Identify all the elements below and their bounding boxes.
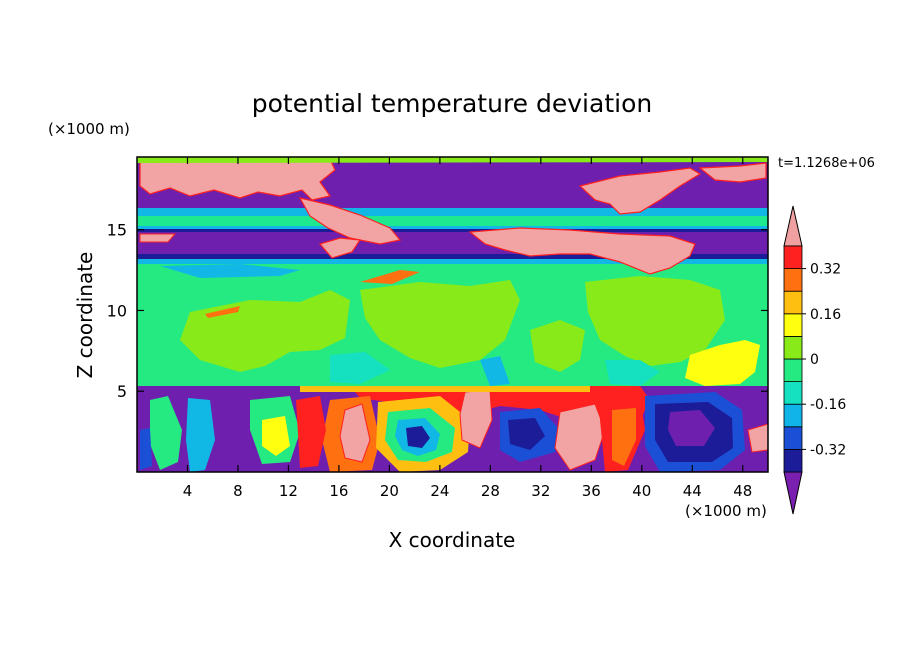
colorbar-label: 0.16 (810, 307, 841, 323)
conv-pink-left (339, 403, 371, 463)
x-tick-label: 16 (329, 482, 348, 500)
top-cloud-right-2 (698, 162, 767, 183)
x-tick-label: 48 (733, 482, 752, 500)
colorbar-swatch (783, 426, 803, 450)
conv-blue-eye (406, 426, 430, 448)
conv-green-left (150, 396, 182, 470)
colorbar-label: 0 (810, 352, 819, 368)
conv-yellow-mid (262, 416, 290, 456)
x-tick-label: 40 (632, 482, 651, 500)
cyan-notch (480, 356, 510, 386)
x-tick-label: 4 (183, 482, 193, 500)
mid-cloud-small (318, 237, 362, 259)
y-tick-label: 15 (107, 221, 127, 240)
cyan-upper-patch (160, 264, 300, 278)
conv-pink-edge (747, 423, 768, 453)
conv-blue-left (140, 428, 152, 470)
conv-navy-center (508, 418, 545, 450)
patch-lime-4 (530, 320, 585, 372)
layer-navy-strip (137, 254, 768, 260)
colorbar-extend-bottom (783, 471, 803, 515)
colorbar-swatch (783, 290, 803, 315)
colorbar-swatch (783, 268, 803, 292)
plot-area (137, 157, 768, 472)
colorbar: 0.32 0.16 0 -0.16 -0.32 (783, 205, 846, 515)
orange-dash-2 (360, 270, 420, 284)
patch-teal-left (330, 352, 390, 384)
x-tick-label: 36 (582, 482, 601, 500)
y-axis: 5 10 15 (107, 221, 768, 401)
conv-red-mid (296, 396, 326, 468)
layer-upper-green (137, 216, 768, 227)
colorbar-swatch (783, 403, 803, 428)
colorbar-swatch (783, 335, 803, 360)
colorbar-label: 0.32 (810, 262, 841, 278)
patch-yellow-right (685, 340, 760, 386)
colorbar-swatch (783, 245, 803, 270)
x-tick-label: 28 (481, 482, 500, 500)
y-axis-title: Z coordinate (73, 252, 97, 379)
mid-cloud-streak (468, 227, 696, 275)
top-cloud-right-1 (578, 167, 702, 215)
conv-purple-right (668, 410, 715, 446)
x-tick-label: 24 (430, 482, 449, 500)
conv-wavy-top (300, 386, 590, 392)
y-tick-label: 10 (107, 301, 127, 320)
top-strip-yellow (137, 157, 768, 163)
conv-pink-right (554, 403, 606, 471)
conv-cyan-left (186, 398, 215, 472)
x-tick-label: 20 (380, 482, 399, 500)
colorbar-swatch (783, 358, 803, 383)
x-axis-title: X coordinate (389, 528, 516, 552)
layer-upper-cyan (137, 208, 768, 218)
x-tick-label: 8 (233, 482, 243, 500)
plot-frame (136, 156, 769, 473)
x-axis: 4 8 12 16 20 24 28 32 36 40 44 48 (183, 157, 752, 500)
patch-lime-3 (585, 276, 725, 366)
orange-dash-1 (205, 306, 240, 318)
y-tick-label: 5 (117, 382, 127, 401)
patch-lime-2 (360, 280, 520, 368)
x-tick-label: 32 (531, 482, 550, 500)
top-cloud-left (139, 158, 336, 201)
chart-title: potential temperature deviation (252, 89, 652, 118)
conv-orange-right (612, 408, 636, 466)
x-tick-label: 12 (279, 482, 298, 500)
layer-cyan-thin (137, 226, 768, 230)
x-tick-label: 44 (683, 482, 702, 500)
colorbar-label: -0.32 (810, 442, 846, 458)
x-unit-label: (×1000 m) (685, 502, 767, 520)
colorbar-swatch (783, 448, 803, 473)
layer-cyan-strip (137, 259, 768, 265)
colorbar-label: -0.16 (810, 397, 846, 413)
time-label: t=1.1268e+06 (778, 156, 875, 171)
y-unit-label: (×1000 m) (48, 120, 130, 138)
colorbar-extend-top (783, 205, 803, 247)
top-cloud-left-tail (298, 197, 402, 245)
colorbar-swatch (783, 313, 803, 337)
layer-blue-thin (137, 229, 768, 233)
patch-teal-right (605, 360, 660, 386)
mid-cloud-left (139, 233, 177, 243)
colorbar-swatch (783, 381, 803, 405)
